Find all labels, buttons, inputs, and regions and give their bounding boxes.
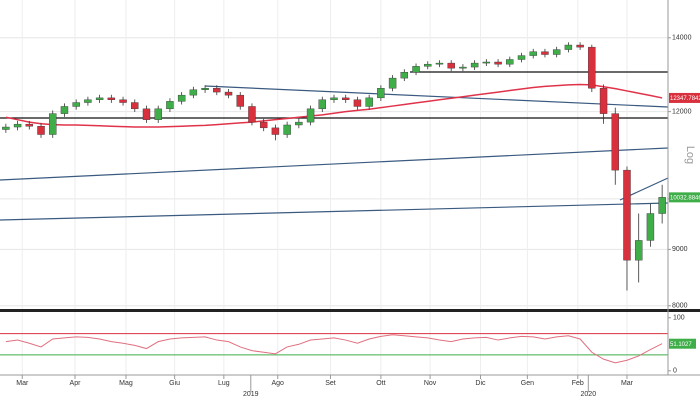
candle-body [224, 91, 233, 96]
x-tick-label: Lug [218, 380, 230, 387]
candle-body [177, 94, 186, 102]
x-tick-label: Gen [521, 380, 534, 387]
y-tick-label: 0 [673, 368, 677, 375]
candle-body [459, 66, 467, 69]
candle-body [412, 66, 420, 73]
candle-body [107, 97, 116, 100]
x-tick-label: Mag [119, 380, 133, 387]
y-tick-label: 9000 [672, 246, 688, 253]
candle-body [283, 124, 291, 135]
ma-last-label: 12347.7842 [670, 96, 700, 102]
candle-body [506, 59, 514, 65]
candle-body [259, 121, 268, 129]
candle-body [342, 97, 350, 100]
x-tick-label: Nov [424, 380, 437, 387]
candle-body [564, 44, 573, 50]
year-label: 2020 [581, 391, 597, 398]
x-tick-label: Giu [169, 380, 180, 387]
candle-body [447, 62, 455, 69]
candle-body [611, 113, 619, 171]
candle-body [142, 108, 151, 120]
candle-body [388, 77, 397, 89]
candle-body [552, 49, 561, 55]
close-last-label-box [669, 192, 700, 203]
candle-body [646, 213, 655, 241]
y-tick-label: 12000 [672, 108, 692, 115]
year-label: 2019 [243, 391, 259, 398]
candle-body [529, 51, 537, 56]
x-tick-label: Mar [16, 380, 29, 387]
candle-body [72, 102, 80, 107]
candle-body [2, 126, 10, 130]
x-tick-label: Dic [475, 380, 486, 387]
scale-label: Log [684, 146, 696, 164]
candle-body [25, 123, 34, 127]
candle-body [541, 51, 549, 55]
grid [0, 0, 671, 375]
candle-body [599, 88, 608, 114]
marks [0, 42, 668, 364]
candle-body [13, 123, 22, 128]
x-tick-label: Ott [376, 380, 385, 387]
candle-body [95, 97, 104, 100]
candle-body [37, 126, 45, 135]
candle-body [306, 108, 315, 123]
candle-body [236, 94, 244, 107]
candle-body [634, 240, 643, 261]
candle-body [588, 46, 596, 89]
x-tick-label: Set [325, 380, 336, 387]
candle-body [494, 61, 502, 65]
candle-body [435, 62, 444, 65]
candle-body [377, 88, 385, 99]
candle-body [330, 97, 338, 100]
panel-separator [0, 309, 700, 312]
candle-body [119, 99, 127, 103]
candle-body [49, 113, 57, 135]
candle-body [154, 108, 162, 120]
y-tick-label: 8000 [672, 303, 688, 310]
candle-body [295, 121, 303, 126]
candle-body [271, 127, 280, 135]
candle-body [482, 61, 491, 64]
trend-line [0, 147, 669, 181]
ma-last-label-box [669, 92, 700, 103]
trend-lines [0, 71, 669, 221]
x-tick-label: Apr [70, 380, 82, 387]
candle-body [213, 88, 221, 93]
rsi-last-label-box [669, 338, 696, 349]
y-tick-label: 14000 [672, 35, 692, 42]
candle-body [517, 55, 526, 60]
x-tick-label: Feb [572, 380, 584, 387]
candle-body [623, 169, 631, 261]
candle-body [131, 102, 139, 110]
close-last-label: 10032.8846 [670, 195, 700, 201]
x-tick-label: Ago [272, 380, 285, 387]
candle-body [84, 99, 92, 103]
candle-body [400, 71, 409, 79]
rsi-line [5, 334, 663, 364]
candle-body [365, 97, 373, 107]
candle-body [248, 106, 256, 123]
candle-body [424, 63, 432, 67]
trend-line [204, 85, 669, 108]
candle-body [60, 106, 69, 114]
rsi-last-label: 51.1027 [670, 342, 692, 348]
trend-line [0, 202, 669, 221]
candle-body [166, 101, 174, 110]
candle-body [658, 197, 666, 214]
candle-body [576, 44, 584, 48]
candle-body [353, 99, 362, 107]
moving-average [5, 83, 663, 128]
candle-body [470, 62, 479, 68]
candle-body [189, 89, 198, 96]
y-tick-label: 100 [673, 315, 685, 322]
candle-body [318, 99, 326, 110]
x-tick-label: Mar [621, 380, 634, 387]
candle-body [201, 88, 209, 90]
